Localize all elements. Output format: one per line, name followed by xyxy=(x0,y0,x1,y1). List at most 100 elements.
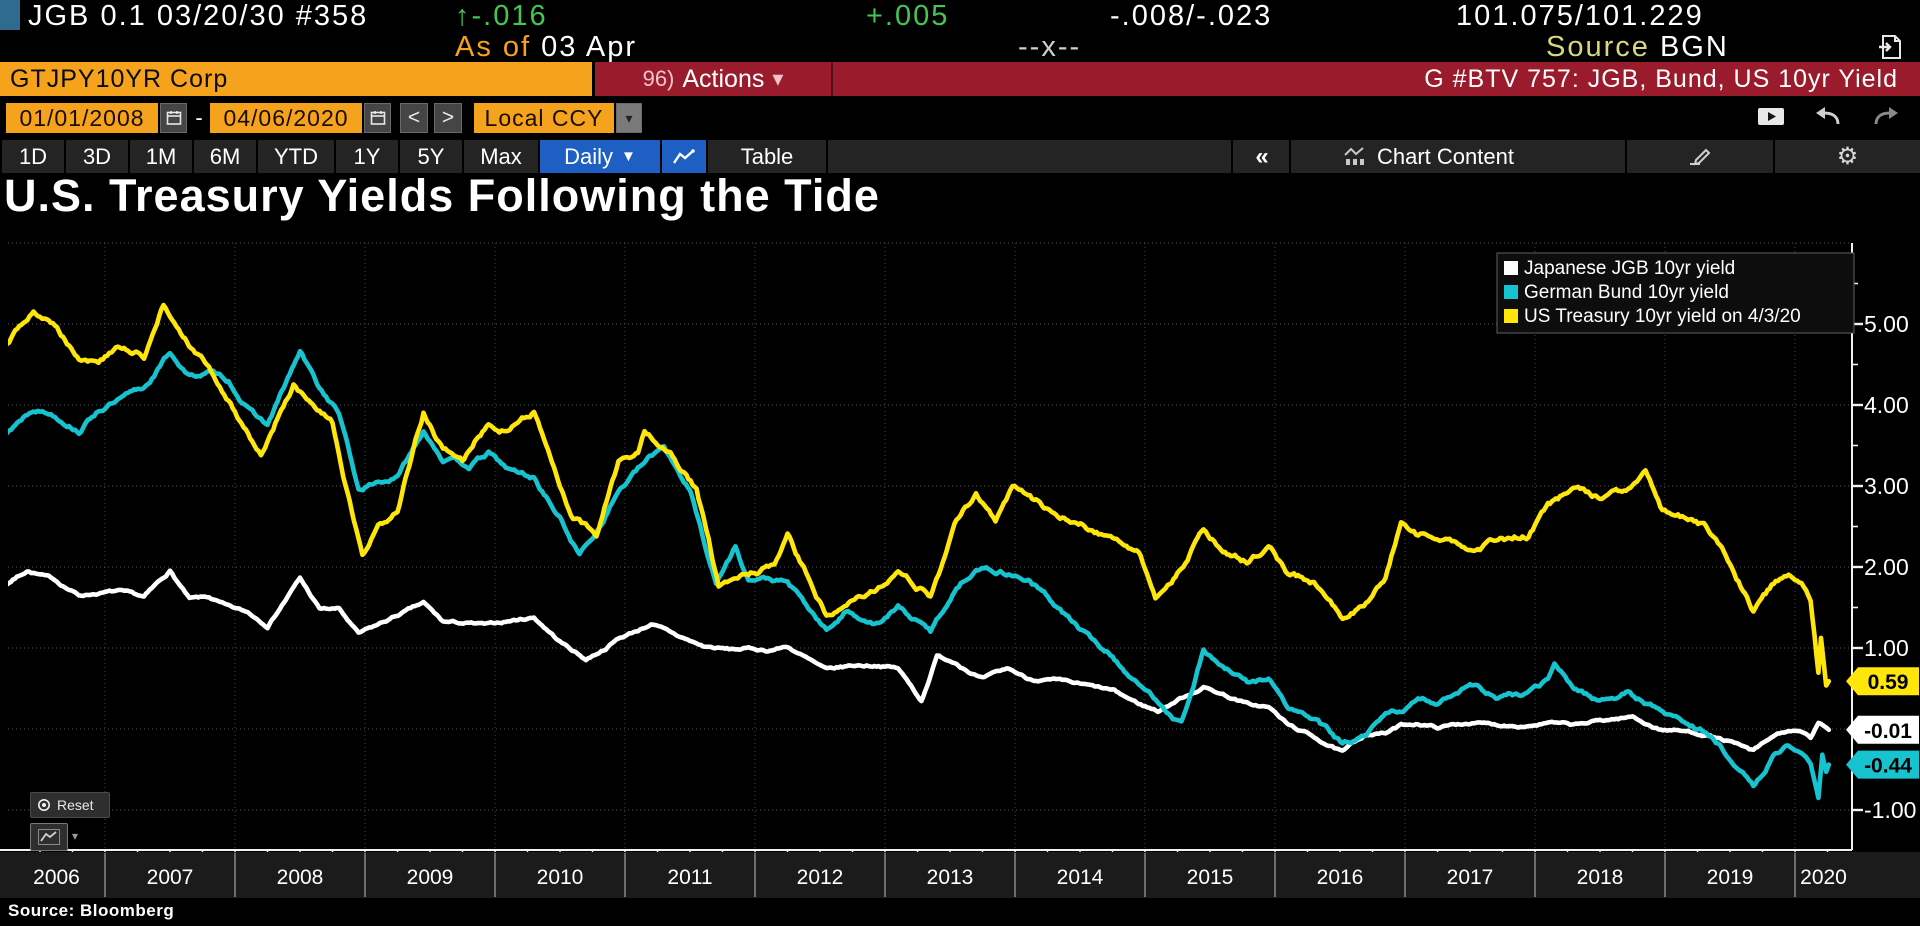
price-bid-ask: 101.075/101.229 xyxy=(1456,0,1704,32)
actions-menu-button[interactable]: 96) Actions ▾ xyxy=(595,62,833,96)
chart-axes: 5.00 4.00 3.00 2.00 1.00 -1.00 2006 2007 2008 200… xyxy=(0,243,1920,898)
range-5y-button[interactable]: 5Y xyxy=(398,140,462,173)
bid-ask-change: -.008/-.023 xyxy=(1110,0,1273,32)
range-6m-button[interactable]: 6M xyxy=(192,140,256,173)
currency-select[interactable]: Local CCY xyxy=(474,103,614,133)
source-label: Source xyxy=(1546,31,1660,63)
svg-text:2017: 2017 xyxy=(1447,866,1494,889)
line-chart-type-button[interactable] xyxy=(660,140,706,173)
reset-target-icon xyxy=(38,799,50,811)
range-ytd-button[interactable]: YTD xyxy=(256,140,334,173)
quote-row-primary: JGB 0.1 03/20/30 #358 ↑-.016 +.005 -.008… xyxy=(0,0,1920,32)
yield-chart: 5.00 4.00 3.00 2.00 1.00 -1.00 2006 2007 2008 200… xyxy=(0,242,1920,898)
table-view-button[interactable]: Table xyxy=(706,140,826,173)
footer: Source: Bloomberg xyxy=(0,898,1920,926)
svg-text:2015: 2015 xyxy=(1187,866,1234,889)
actions-label: Actions xyxy=(682,64,765,93)
svg-text:-0.44: -0.44 xyxy=(1864,755,1912,778)
source-note: Source: Bloomberg xyxy=(8,901,175,920)
value-badge-0.59: 0.59 xyxy=(1846,667,1919,696)
banner-divider xyxy=(592,62,595,96)
chart-title: U.S. Treasury Yields Following the Tide xyxy=(4,170,880,221)
svg-text:2018: 2018 xyxy=(1577,866,1624,889)
svg-text:0.59: 0.59 xyxy=(1868,671,1909,694)
reset-zoom-button[interactable]: Reset xyxy=(30,792,110,818)
currency-caret-button[interactable]: ▾ xyxy=(616,103,642,133)
legend-item-2[interactable]: German Bund 10yr yield xyxy=(1504,282,1729,303)
toolbar-spacer xyxy=(826,140,1231,173)
chart-series xyxy=(8,302,1832,801)
chart-legend[interactable]: Japanese JGB 10yr yield German Bund 10yr … xyxy=(1496,252,1855,334)
svg-text:2019: 2019 xyxy=(1707,866,1754,889)
svg-text:5.00: 5.00 xyxy=(1864,311,1909,337)
redo-icon[interactable] xyxy=(1870,105,1902,129)
range-3d-button[interactable]: 3D xyxy=(64,140,128,173)
calendar-icon xyxy=(370,111,385,125)
date-navigation-bar: 01/01/2008 - 04/06/2020 < > Local CCY ▾ xyxy=(0,96,1920,140)
source-value: BGN xyxy=(1659,31,1729,63)
annotate-button[interactable] xyxy=(1625,140,1773,173)
last-value-badges: -0.01 -0.44 0.59 xyxy=(1846,667,1919,779)
svg-text:2.00: 2.00 xyxy=(1864,554,1909,580)
annotate-pencil-icon xyxy=(1690,148,1711,165)
line-chart-icon xyxy=(673,148,695,164)
collapse-panel-button[interactable]: « xyxy=(1231,140,1289,173)
settings-gear-icon[interactable]: ⚙ xyxy=(1773,140,1920,173)
value-badge--0.01: -0.01 xyxy=(1846,715,1919,744)
caret-down-icon: ▾ xyxy=(772,66,784,91)
legend-item-3[interactable]: US Treasury 10yr yield on 4/3/20 xyxy=(1504,306,1801,327)
svg-text:2014: 2014 xyxy=(1057,866,1104,889)
svg-text:2007: 2007 xyxy=(147,866,194,889)
legend-item-1[interactable]: Japanese JGB 10yr yield xyxy=(1504,258,1735,279)
svg-text:2009: 2009 xyxy=(407,866,454,889)
presentation-mode-icon[interactable] xyxy=(1756,105,1786,129)
terminal-corner-tab xyxy=(0,0,20,30)
svg-text:2016: 2016 xyxy=(1317,866,1364,889)
chart-content-button[interactable]: Chart Content xyxy=(1289,140,1625,173)
chart-gridlines xyxy=(8,242,1852,850)
as-of-timestamp: As of 03 Apr xyxy=(455,31,637,64)
shift-range-back-button[interactable]: < xyxy=(400,103,428,133)
chart-content-label: Chart Content xyxy=(1377,143,1514,169)
period-select[interactable]: Daily ▼ xyxy=(538,140,660,173)
export-page-icon[interactable] xyxy=(1876,33,1906,61)
svg-text:4.00: 4.00 xyxy=(1864,392,1909,418)
reset-label: Reset xyxy=(57,797,94,813)
series-line-german-bund-10yr-yield xyxy=(8,348,1832,801)
range-1d-button[interactable]: 1D xyxy=(0,140,64,173)
range-1m-button[interactable]: 1M xyxy=(128,140,192,173)
start-calendar-button[interactable] xyxy=(160,103,187,133)
calendar-icon xyxy=(166,111,181,125)
as-of-date: 03 Apr xyxy=(541,31,637,63)
range-1y-button[interactable]: 1Y xyxy=(334,140,398,173)
mini-line-chart-icon xyxy=(38,829,60,845)
mid-marker: --x-- xyxy=(1018,31,1082,63)
svg-text:3.00: 3.00 xyxy=(1864,473,1909,499)
svg-text:2012: 2012 xyxy=(797,866,844,889)
series-line-us-treasury-10yr-yield-on-4-3-20 xyxy=(8,302,1832,688)
chart-style-caret[interactable]: ▾ xyxy=(72,829,79,843)
svg-text:2011: 2011 xyxy=(667,866,712,889)
caret-down-icon: ▼ xyxy=(621,148,636,165)
period-label: Daily xyxy=(564,143,614,169)
shift-range-forward-button[interactable]: > xyxy=(434,103,462,133)
chart-style-mini-button[interactable] xyxy=(30,823,68,851)
range-max-button[interactable]: Max xyxy=(462,140,538,173)
end-calendar-button[interactable] xyxy=(364,103,391,133)
chart-reference-title: G #BTV 757: JGB, Bund, US 10yr Yield xyxy=(1424,64,1898,93)
svg-text:2010: 2010 xyxy=(537,866,584,889)
actions-shortcut-number: 96) xyxy=(642,66,675,91)
price-source: Source BGN xyxy=(1546,31,1729,64)
security-description: JGB 0.1 03/20/30 #358 xyxy=(28,0,369,32)
svg-text:1.00: 1.00 xyxy=(1864,635,1909,661)
svg-text:-1.00: -1.00 xyxy=(1864,797,1916,823)
chart-content-icon xyxy=(1344,146,1364,165)
end-date-field[interactable]: 04/06/2020 xyxy=(210,103,362,133)
date-range-separator: - xyxy=(195,105,203,130)
ticker-input[interactable]: GTJPY10YR Corp xyxy=(0,62,592,96)
start-date-field[interactable]: 01/01/2008 xyxy=(6,103,158,133)
value-badge--0.44: -0.44 xyxy=(1846,750,1919,779)
undo-icon[interactable] xyxy=(1812,105,1844,129)
svg-text:-0.01: -0.01 xyxy=(1864,720,1912,743)
security-banner: GTJPY10YR Corp 96) Actions ▾ G #BTV 757:… xyxy=(0,62,1920,96)
